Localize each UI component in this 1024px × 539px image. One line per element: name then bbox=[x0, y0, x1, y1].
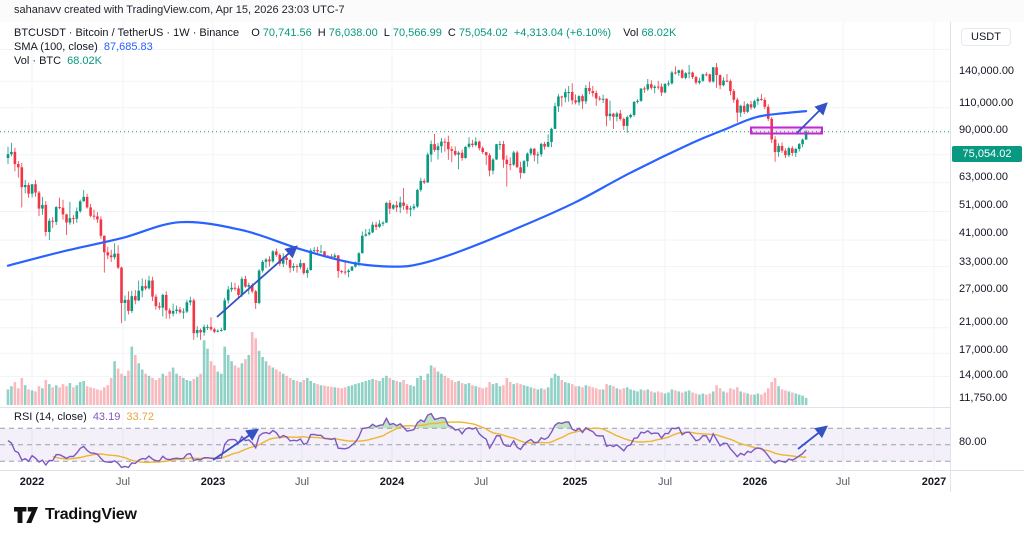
snapshot-header: sahanavv created with TradingView.com, A… bbox=[0, 0, 1024, 22]
price-scale-label: 11,750.00 bbox=[959, 392, 1008, 405]
price-chart[interactable] bbox=[0, 22, 950, 470]
price-scale-label: 140,000.00 bbox=[959, 65, 1015, 78]
price-scale-label: 90,000.00 bbox=[959, 123, 1008, 136]
price-scale-label: 14,000.00 bbox=[959, 369, 1008, 382]
time-axis-label: 2027 bbox=[921, 476, 947, 488]
time-axis-label: 2023 bbox=[200, 476, 226, 488]
price-scale-label: 51,000.00 bbox=[959, 198, 1008, 211]
time-axis-label: Jul bbox=[115, 476, 131, 488]
sma-value: 87,685.83 bbox=[103, 41, 153, 53]
rsi-label: RSI (14, close) bbox=[14, 411, 87, 423]
rsi-scale-label: 80.00 bbox=[959, 436, 987, 448]
tradingview-logo-text: TradingView bbox=[45, 506, 137, 523]
axis-corner-divider bbox=[950, 471, 951, 493]
credit-text: sahanavv created with TradingView.com, A… bbox=[14, 4, 345, 16]
price-scale-label: 41,000.00 bbox=[959, 227, 1008, 240]
footer: TradingView bbox=[0, 492, 1024, 539]
tradingview-logo[interactable]: TradingView bbox=[14, 505, 137, 525]
ohlc-open-label: O bbox=[251, 27, 260, 39]
change-value: +4,313.04 (+6.10%) bbox=[513, 27, 612, 39]
symbol-title[interactable]: BTCUSDT · Bitcoin / TetherUS · 1W · Bina… bbox=[14, 27, 240, 39]
ohlc-high-label: H bbox=[317, 27, 326, 39]
ohlc-low-value: 70,566.99 bbox=[392, 27, 442, 39]
rsi-legend-row[interactable]: RSI (14, close) 43.19 33.72 bbox=[14, 411, 157, 423]
time-axis-label: Jul bbox=[473, 476, 489, 488]
time-axis[interactable]: 2022 Jul 2023 Jul 2024 Jul 2025 Jul 2026 Jul 2027 bbox=[0, 470, 1024, 493]
current-price-badge: 75,054.02 bbox=[952, 145, 1022, 162]
volume-indicator-label: Vol · BTC bbox=[14, 55, 62, 67]
time-axis-label: 2025 bbox=[562, 476, 588, 488]
ohlc-close-value: 75,054.02 bbox=[458, 27, 508, 39]
sma-legend-row[interactable]: SMA (100, close) 87,685.83 bbox=[14, 41, 156, 53]
price-scale-label: 33,000.00 bbox=[959, 256, 1008, 269]
rsi-value: 43.19 bbox=[92, 411, 121, 423]
time-axis-label: Jul bbox=[294, 476, 310, 488]
rsi-ma-value: 33.72 bbox=[126, 411, 154, 423]
ohlc-close-label: C bbox=[447, 27, 456, 39]
price-scale-label: 27,000.00 bbox=[959, 282, 1008, 295]
ohlc-low-label: L bbox=[383, 27, 390, 39]
volume-indicator-value: 68.02K bbox=[67, 55, 103, 67]
price-scale-label: 110,000.00 bbox=[959, 97, 1014, 110]
price-scale-label: 21,000.00 bbox=[959, 315, 1008, 328]
currency-toggle-button[interactable]: USDT bbox=[961, 28, 1011, 46]
ohlc-open-value: 70,741.56 bbox=[262, 27, 312, 39]
vol-label: Vol bbox=[623, 27, 639, 39]
vol-value: 68.02K bbox=[641, 27, 677, 39]
time-axis-label: 2026 bbox=[742, 476, 768, 488]
price-scale[interactable]: USDT 75,054.02 140,000.00 110,000.00 90,00… bbox=[950, 22, 1024, 481]
time-axis-label: 2022 bbox=[19, 476, 45, 488]
sma-label: SMA (100, close) bbox=[14, 41, 98, 53]
time-axis-label: 2024 bbox=[379, 476, 405, 488]
time-axis-label: Jul bbox=[657, 476, 673, 488]
time-axis-label: Jul bbox=[835, 476, 851, 488]
price-scale-label: 17,000.00 bbox=[959, 343, 1008, 356]
volume-legend-row[interactable]: Vol · BTC 68.02K bbox=[14, 55, 105, 67]
price-scale-label: 63,000.00 bbox=[959, 170, 1008, 183]
ohlc-high-value: 76,038.00 bbox=[328, 27, 378, 39]
symbol-legend-row[interactable]: BTCUSDT · Bitcoin / TetherUS · 1W · Bina… bbox=[14, 27, 679, 39]
tradingview-logo-icon bbox=[14, 507, 38, 523]
